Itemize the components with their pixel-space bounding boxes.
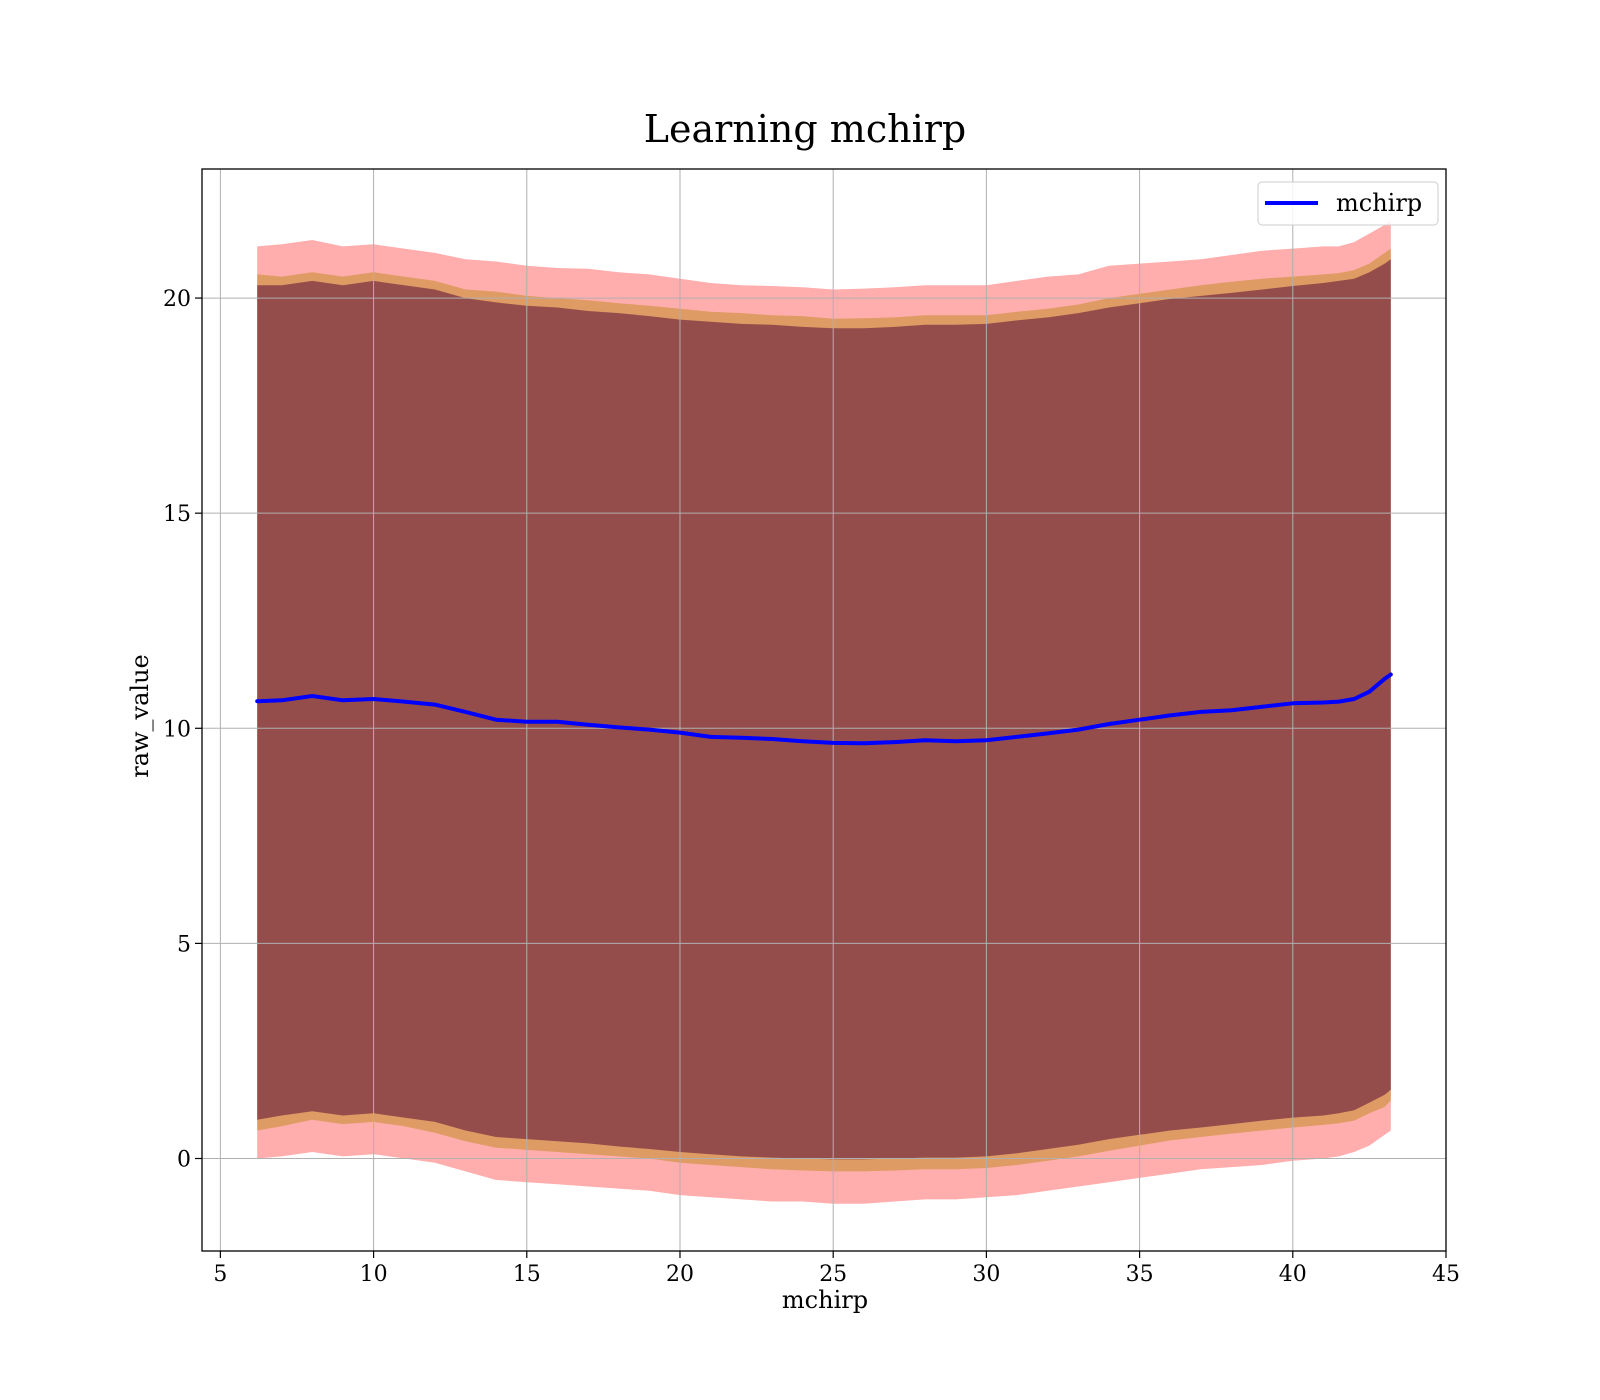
y-tick-label-4: 20: [163, 287, 191, 312]
x-tick-label-5: 30: [972, 1262, 1000, 1287]
legend-label-mchirp: mchirp: [1336, 189, 1422, 217]
x-tick-label-1: 10: [360, 1262, 388, 1287]
legend: mchirp: [1257, 181, 1439, 226]
x-axis-label: mchirp: [782, 1286, 868, 1314]
chart-title: Learning mchirp: [644, 107, 966, 151]
y-tick-label-2: 10: [163, 717, 191, 742]
x-tick-label-6: 35: [1126, 1262, 1154, 1287]
x-tick-label-4: 25: [819, 1262, 847, 1287]
x-tick-label-7: 40: [1279, 1262, 1307, 1287]
legend-box: [1257, 181, 1439, 226]
plot-frame: [201, 168, 1447, 1252]
x-tick-label-3: 20: [666, 1262, 694, 1287]
x-tick-label-2: 15: [513, 1262, 541, 1287]
x-tick-label-8: 45: [1432, 1262, 1460, 1287]
series-line-mchirp: [255, 672, 1393, 746]
band-3: [257, 259, 1391, 1160]
bands-layer: [257, 220, 1391, 1204]
ticks-layer: 5 10 15 20 25 30 35 40 45 0 5 10 15 20: [163, 287, 1460, 1287]
y-axis-label: raw_value: [126, 654, 154, 778]
y-tick-label-1: 5: [177, 932, 191, 957]
y-tick-label-3: 15: [163, 502, 191, 527]
y-tick-label-0: 0: [177, 1148, 191, 1173]
series-layer: [255, 672, 1393, 746]
x-tick-label-0: 5: [213, 1262, 227, 1287]
